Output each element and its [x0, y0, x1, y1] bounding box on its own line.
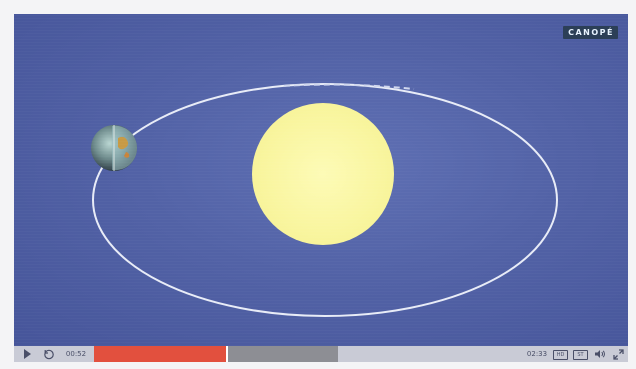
total-time: 02:33: [526, 350, 548, 358]
orbit-scene: [91, 83, 558, 317]
progress-handle[interactable]: [226, 346, 228, 362]
volume-icon: [595, 350, 605, 358]
video-area[interactable]: CANOPÉ: [14, 14, 628, 346]
quality-button[interactable]: HD: [553, 350, 568, 360]
progress-buffered: [228, 346, 338, 362]
canope-logo: CANOPÉ: [563, 26, 618, 39]
fullscreen-button[interactable]: [612, 346, 624, 362]
replay-icon: [44, 349, 54, 360]
progress-played: [94, 346, 226, 362]
progress-bar[interactable]: [94, 346, 484, 362]
play-icon: [23, 349, 31, 359]
earth: [91, 125, 138, 171]
orbit-path-dashed: [283, 83, 415, 90]
subtitles-button[interactable]: ST: [573, 350, 588, 360]
play-button[interactable]: [20, 346, 34, 362]
volume-button[interactable]: [594, 346, 606, 362]
current-time: 00:52: [65, 350, 87, 358]
control-bar: 00:52 02:33 HD ST: [14, 346, 628, 362]
sun: [252, 103, 394, 245]
replay-button[interactable]: [41, 346, 57, 362]
fullscreen-icon: [612, 348, 624, 360]
